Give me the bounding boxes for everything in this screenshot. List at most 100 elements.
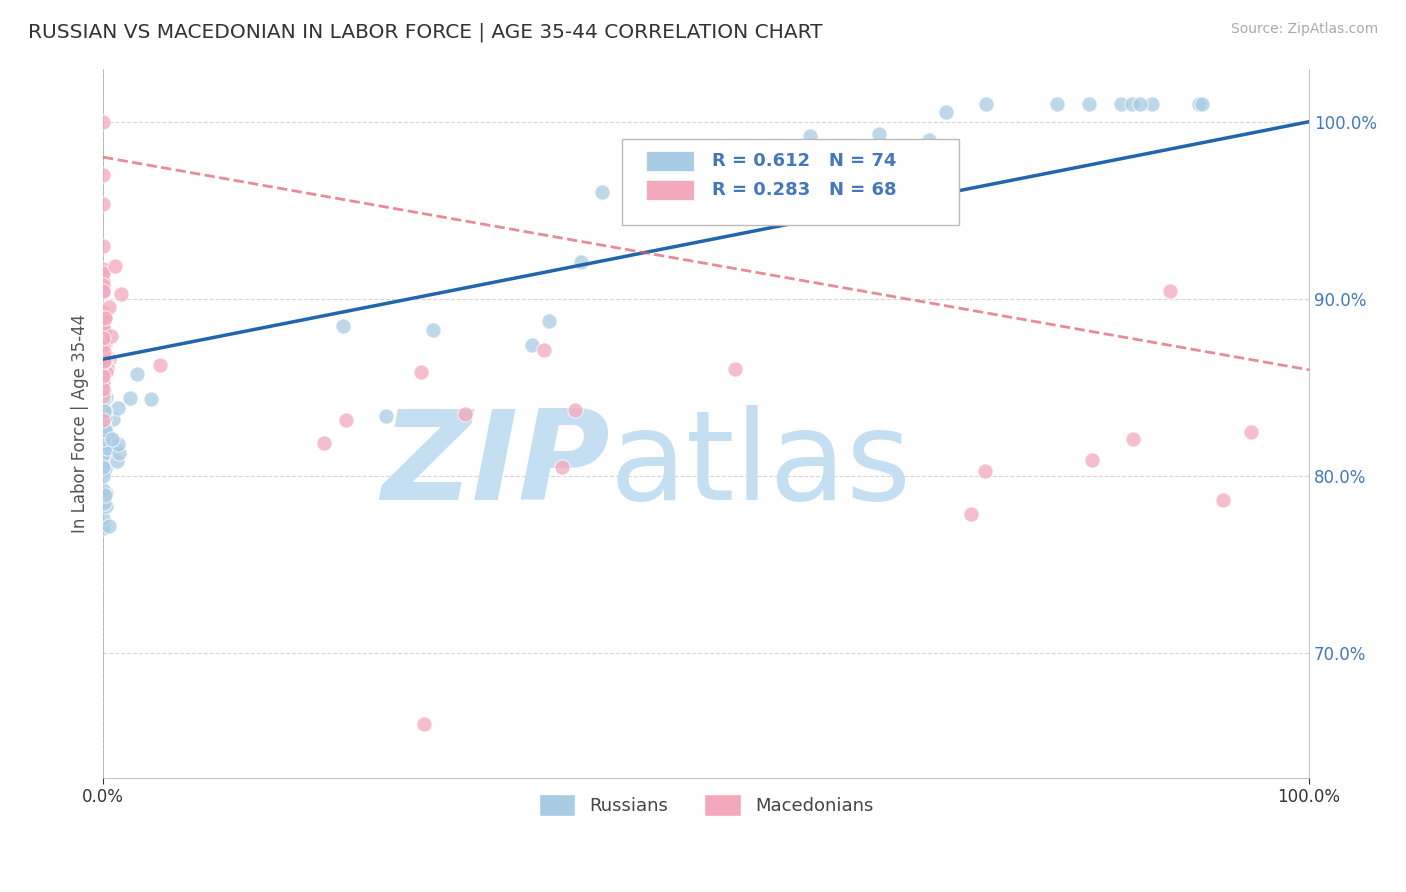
- Point: [93, 384, 115, 399]
- Point: [93, 401, 115, 416]
- Point: [100, 329, 122, 343]
- Point: [91, 275, 114, 289]
- Point: [93, 284, 115, 298]
- Point: [96, 499, 118, 513]
- Point: [94, 488, 117, 502]
- Point: [91, 369, 114, 384]
- Point: [91, 376, 114, 391]
- Point: [93, 354, 115, 368]
- Text: RUSSIAN VS MACEDONIAN IN LABOR FORCE | AGE 35-44 CORRELATION CHART: RUSSIAN VS MACEDONIAN IN LABOR FORCE | A…: [28, 22, 823, 42]
- Point: [91, 389, 114, 403]
- Point: [104, 441, 127, 455]
- Point: [411, 365, 433, 379]
- Point: [105, 454, 128, 468]
- Point: [413, 717, 436, 731]
- Point: [104, 259, 127, 273]
- Text: ZIP: ZIP: [381, 405, 610, 526]
- Point: [538, 314, 561, 328]
- Point: [91, 338, 114, 352]
- Point: [917, 149, 939, 163]
- Point: [94, 486, 117, 500]
- Point: [96, 441, 118, 455]
- Point: [91, 393, 114, 408]
- Point: [93, 462, 115, 476]
- Point: [91, 348, 114, 362]
- Point: [91, 450, 114, 464]
- Point: [98, 352, 121, 367]
- Point: [91, 320, 114, 334]
- Point: [551, 460, 574, 475]
- Point: [91, 352, 114, 367]
- Point: [335, 413, 357, 427]
- Point: [91, 365, 114, 379]
- Point: [533, 343, 555, 357]
- Point: [591, 186, 613, 200]
- Y-axis label: In Labor Force | Age 35-44: In Labor Force | Age 35-44: [72, 313, 89, 533]
- Point: [1078, 97, 1101, 112]
- Point: [91, 444, 114, 458]
- Point: [93, 404, 115, 418]
- Point: [93, 409, 115, 424]
- Point: [960, 507, 983, 521]
- Point: [91, 382, 114, 396]
- Point: [141, 392, 163, 407]
- Point: [108, 446, 131, 460]
- Point: [312, 436, 335, 450]
- Point: [742, 180, 765, 194]
- Point: [974, 464, 997, 478]
- Point: [1191, 97, 1213, 112]
- Point: [91, 285, 114, 299]
- Point: [704, 179, 727, 194]
- Point: [93, 345, 115, 359]
- Text: Source: ZipAtlas.com: Source: ZipAtlas.com: [1230, 22, 1378, 37]
- Point: [91, 394, 114, 409]
- Point: [91, 310, 114, 324]
- Point: [569, 255, 592, 269]
- Point: [149, 359, 172, 373]
- Point: [93, 359, 115, 373]
- Point: [91, 278, 114, 293]
- Point: [454, 408, 477, 422]
- Point: [91, 459, 114, 474]
- Point: [96, 361, 118, 376]
- Point: [91, 521, 114, 535]
- Point: [93, 403, 115, 417]
- Point: [1121, 97, 1143, 112]
- Point: [91, 446, 114, 460]
- Point: [93, 435, 115, 450]
- Point: [101, 432, 124, 446]
- Point: [91, 114, 114, 128]
- Point: [97, 518, 120, 533]
- Point: [91, 360, 114, 375]
- Point: [91, 267, 114, 281]
- Point: [91, 337, 114, 351]
- Point: [91, 282, 114, 296]
- Point: [91, 305, 114, 319]
- Point: [94, 351, 117, 366]
- Point: [94, 310, 117, 325]
- Point: [91, 197, 114, 211]
- Point: [1129, 97, 1152, 112]
- Point: [1111, 97, 1133, 112]
- Point: [91, 274, 114, 288]
- Point: [564, 403, 586, 417]
- Point: [94, 390, 117, 404]
- Point: [91, 310, 114, 324]
- Point: [830, 184, 852, 198]
- Point: [101, 411, 124, 425]
- Point: [91, 168, 114, 182]
- Point: [1122, 432, 1144, 446]
- Point: [96, 365, 118, 379]
- Point: [93, 461, 115, 475]
- Point: [1046, 97, 1069, 112]
- Point: [91, 483, 114, 497]
- Point: [118, 391, 141, 405]
- Point: [94, 337, 117, 351]
- Point: [93, 355, 115, 369]
- Point: [935, 104, 957, 119]
- Point: [98, 433, 121, 447]
- Point: [96, 422, 118, 436]
- FancyBboxPatch shape: [621, 139, 959, 225]
- Point: [96, 427, 118, 442]
- Point: [91, 239, 114, 253]
